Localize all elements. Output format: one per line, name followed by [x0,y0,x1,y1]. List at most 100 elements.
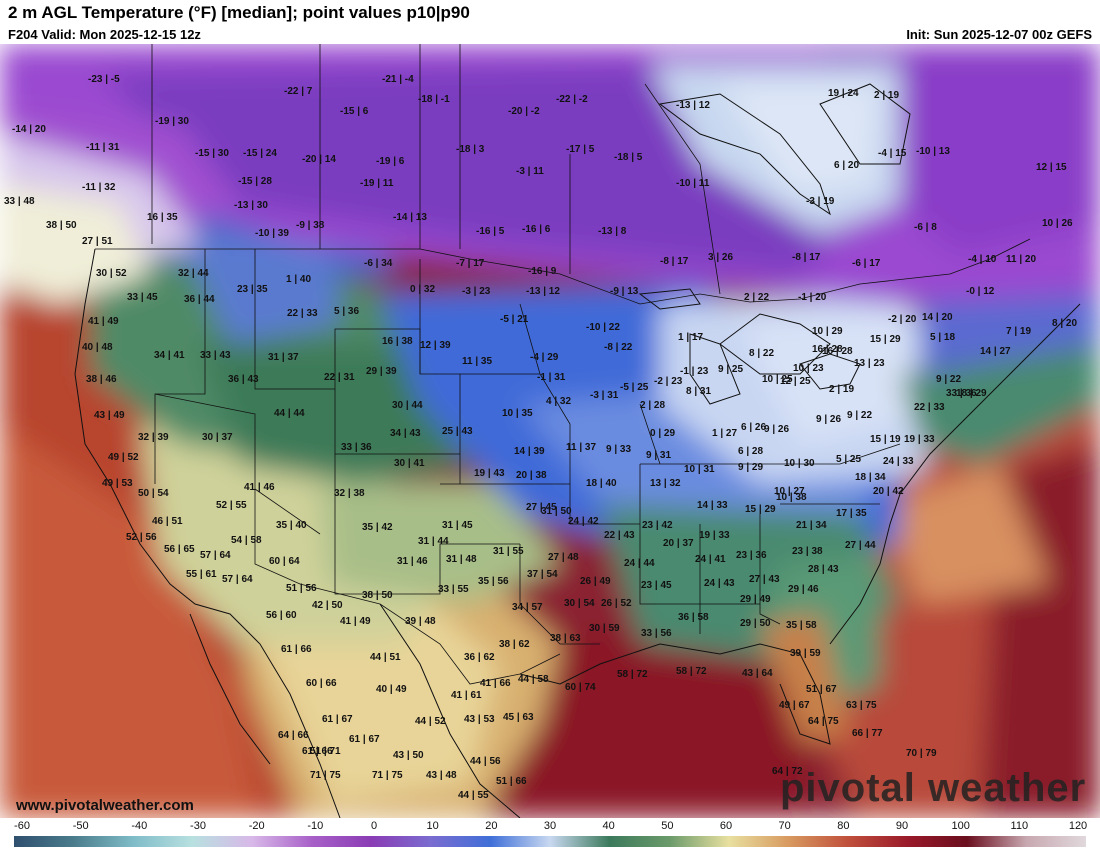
point-value-label: 11 | 37 [566,442,596,453]
point-value-label: 36 | 62 [464,652,495,663]
point-value-label: -15 | 6 [340,106,369,117]
point-value-label: 61 | 66 [281,644,312,655]
point-value-label: -4 | 29 [530,352,559,363]
point-value-label: 41 | 66 [480,678,511,689]
point-value-label: 14 | 33 [697,500,728,511]
point-value-label: 70 | 79 [906,748,937,759]
point-value-label: -16 | 5 [476,226,505,237]
point-value-label: 40 | 48 [82,342,113,353]
point-value-label: 35 | 40 [276,520,307,531]
point-value-label: 16 | 28 [822,346,853,357]
point-value-label: -17 | 5 [566,144,595,155]
point-value-label: -9 | 13 [610,286,639,297]
point-value-label: 31 | 48 [446,554,477,565]
point-value-label: 38 | 63 [550,633,581,644]
point-value-label: -5 | 21 [500,314,529,325]
point-value-label: -4 | 15 [878,148,907,159]
point-value-label: 10 | 23 [793,363,824,374]
coastlines [74,83,1081,818]
point-value-label: -1 | 23 [680,366,709,377]
point-value-label: 71 | 75 [310,770,341,781]
point-value-label: 12 | 15 [1036,162,1067,173]
point-value-label: -18 | -1 [418,94,450,105]
color-legend: -60 -50 -40 -30 -20 -10 0 10 20 30 40 50 60 70 80 90 100… [0,818,1100,850]
point-value-label: 52 | 56 [126,532,157,543]
point-value-label: 29 | 39 [366,366,397,377]
point-value-label: 17 | 35 [836,508,867,519]
point-value-label: 26 | 49 [580,576,611,587]
point-value-label: 41 | 49 [340,616,371,627]
point-value-label: 16 | 38 [382,336,413,347]
point-value-label: 8 | 31 [686,386,711,397]
point-value-label: 23 | 38 [792,546,823,557]
point-value-label: 38 | 50 [46,220,77,231]
point-value-label: 43 | 53 [464,714,495,725]
legend-tick: 120 [1068,820,1088,832]
legend-tick: 60 [719,820,733,832]
point-value-label: 57 | 64 [200,550,231,561]
point-value-label: -15 | 24 [243,148,277,159]
point-value-label: 11 | 35 [462,356,492,367]
point-value-label: 34 | 43 [390,428,421,439]
point-value-label: 45 | 63 [503,712,534,723]
point-value-label: 61 | 67 [322,714,353,725]
point-value-label: 6 | 20 [834,160,859,171]
legend-tick: -20 [248,820,265,832]
point-value-label: -3 | 31 [590,390,619,401]
point-value-label: -10 | 22 [586,322,620,333]
point-value-label: 58 | 72 [676,666,707,677]
point-value-label: 2 | 19 [829,384,854,395]
point-value-label: 60 | 64 [269,556,300,567]
valid-time: F204 Valid: Mon 2025-12-15 12z [8,27,201,42]
point-value-label: 0 | 32 [410,284,435,295]
point-value-label: 35 | 58 [786,620,817,631]
point-value-label: -2 | 23 [654,376,683,387]
point-value-label: -0 | 12 [966,286,995,297]
point-value-label: 6 | 28 [738,446,763,457]
point-value-label: -22 | -2 [556,94,588,105]
point-value-label: 10 | 30 [784,458,815,469]
point-value-label: -15 | 28 [238,176,272,187]
point-value-label: 12 | 39 [420,340,451,351]
point-value-label: 27 | 48 [548,552,579,563]
point-value-label: 6 | 26 [741,422,766,433]
point-value-label: 9 | 31 [646,450,671,461]
point-value-label: -1 | 20 [798,292,827,303]
point-value-label: 61 | 66 [302,746,333,757]
point-value-label: -20 | -2 [508,106,540,117]
legend-color-ramp [14,836,1086,847]
point-value-label: 52 | 55 [216,500,247,511]
point-value-label: 24 | 42 [568,516,599,527]
point-value-label: 55 | 61 [186,569,217,580]
point-value-label: 34 | 57 [512,602,543,613]
point-value-label: -7 | 17 [456,258,485,269]
point-value-label: -21 | -4 [382,74,414,85]
point-value-label: 36 | 44 [184,294,215,305]
point-value-label: 22 | 43 [604,530,635,541]
point-value-label: 33 | 48 [4,196,35,207]
point-value-label: 13 | 23 [854,358,885,369]
point-value-label: 2 | 28 [640,400,665,411]
point-value-label: 10 | 31 [684,464,715,475]
temperature-field [0,44,1100,818]
point-value-label: -6 | 34 [364,258,393,269]
point-value-label: 32 | 44 [178,268,209,279]
point-value-label: 30 | 59 [589,623,620,634]
point-value-label: 63 | 75 [846,700,877,711]
point-value-label: -19 | 11 [360,178,394,189]
point-value-label: 8 | 20 [1052,318,1077,329]
point-value-label: 8 | 22 [749,348,774,359]
website-label: www.pivotalweather.com [16,797,194,814]
point-value-label: 5 | 25 [836,454,861,465]
point-value-label: 33 | 56 [641,628,672,639]
point-value-label: 49 | 67 [779,700,810,711]
point-value-label: 28 | 43 [808,564,839,575]
point-value-label: 25 | 43 [442,426,473,437]
point-value-label: 44 | 44 [274,408,305,419]
point-value-label: 41 | 46 [244,482,275,493]
point-value-label: -3 | 23 [462,286,491,297]
point-value-label: -18 | 3 [456,144,485,155]
point-value-label: 29 | 46 [788,584,819,595]
point-value-label: 54 | 58 [231,535,262,546]
point-value-label: 10 | 35 [502,408,533,419]
